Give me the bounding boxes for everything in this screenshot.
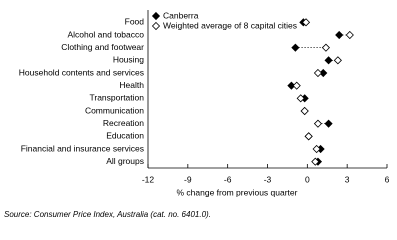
data-point: [313, 68, 323, 78]
legend-label: Weighted average of 8 capital cities: [163, 20, 297, 30]
data-point: [333, 56, 342, 65]
y-tick-label: Communication: [85, 105, 144, 115]
y-tick-label: Recreation: [103, 118, 144, 128]
y-tick-label: Financial and insurance services: [21, 143, 144, 153]
y-tick-label: Housing: [113, 55, 144, 65]
data-point: [319, 68, 328, 78]
x-axis-label: % change from previous quarter: [177, 187, 298, 197]
y-tick-label: Health: [119, 80, 144, 90]
x-tick-label: 0: [305, 174, 310, 184]
data-point: [292, 81, 301, 90]
x-tick-label: -3: [264, 174, 272, 184]
data-point: [287, 81, 296, 90]
legend-label: Canberra: [163, 10, 199, 20]
data-point: [345, 30, 354, 40]
y-tick-label: Transportation: [90, 93, 145, 103]
data-point: [311, 157, 320, 166]
y-tick-label: Food: [125, 17, 145, 27]
data-point: [335, 30, 344, 40]
data-point: [296, 94, 305, 103]
x-tick-label: 3: [345, 174, 350, 184]
data-point: [291, 43, 300, 52]
legend-marker: [151, 21, 161, 31]
legend-marker: [151, 11, 161, 21]
data-point: [321, 43, 330, 52]
x-tick-label: -9: [184, 174, 192, 184]
data-point: [304, 132, 313, 141]
source-note: Source: Consumer Price Index, Australia …: [4, 210, 211, 219]
data-point: [312, 144, 321, 154]
x-tick-label: -12: [142, 174, 155, 184]
data-point: [313, 119, 323, 128]
y-tick-label: Household contents and services: [19, 67, 144, 77]
y-tick-label: Clothing and footwear: [61, 42, 144, 52]
x-tick-label: 6: [385, 174, 390, 184]
data-point: [300, 106, 309, 116]
y-tick-label: All groups: [106, 156, 144, 166]
chart: % change from previous quarter Source: C…: [4, 10, 390, 219]
y-tick-label: Education: [106, 131, 144, 141]
x-tick-label: -6: [224, 174, 232, 184]
data-point: [324, 119, 333, 128]
y-tick-label: Alcohol and tobacco: [67, 29, 144, 39]
data-point: [324, 56, 333, 65]
data-point: [301, 18, 311, 27]
